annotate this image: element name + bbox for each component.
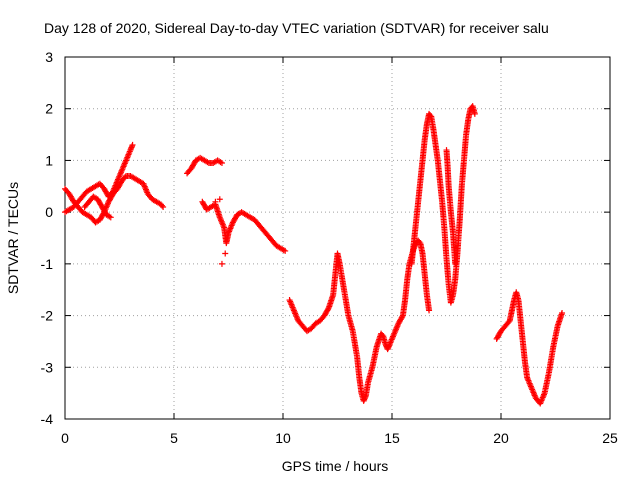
data-point <box>222 250 229 257</box>
y-tick-label: -3 <box>41 359 54 375</box>
x-tick-label: 0 <box>61 430 69 446</box>
data-points <box>62 103 566 407</box>
series-sdtvar-track-a <box>62 172 167 226</box>
axis-ticks <box>64 56 611 420</box>
series-sdtvar-track-g <box>408 103 478 306</box>
data-point <box>216 196 223 203</box>
y-tick-label: -4 <box>41 411 54 427</box>
plot-frame <box>64 56 611 420</box>
y-tick-label: 3 <box>45 49 53 65</box>
data-point <box>212 198 219 205</box>
data-point <box>426 307 433 314</box>
series-sdtvar-track-c <box>81 193 114 221</box>
data-point <box>218 260 225 267</box>
data-point <box>160 203 167 210</box>
y-tick-label: 0 <box>45 204 53 220</box>
y-tick-label: -1 <box>41 256 54 272</box>
data-point <box>452 260 459 267</box>
series-sdtvar-track-d <box>184 154 225 177</box>
x-tick-label: 10 <box>275 430 291 446</box>
x-tick-label: 5 <box>170 430 178 446</box>
series-sdtvar-outliers <box>212 196 229 267</box>
y-tick-label: -2 <box>41 308 54 324</box>
x-tick-label: 20 <box>493 430 509 446</box>
x-tick-label: 15 <box>384 430 400 446</box>
series-sdtvar-track-b <box>62 141 136 216</box>
data-point <box>559 309 566 316</box>
data-point <box>107 214 114 221</box>
data-point <box>159 202 166 209</box>
x-tick-labels: 0 5 10 15 20 25 <box>61 430 618 446</box>
series-sdtvar-track-e <box>199 198 289 254</box>
data-point <box>282 247 289 254</box>
data-point <box>218 160 225 167</box>
y-tick-labels: -4 -3 -2 -1 0 1 2 3 <box>41 49 54 427</box>
data-point <box>325 306 332 313</box>
data-point <box>129 141 136 148</box>
data-point <box>471 110 478 117</box>
series-sdtvar-track-i <box>493 289 566 407</box>
chart-title: Day 128 of 2020, Sidereal Day-to-day VTE… <box>44 20 549 36</box>
x-axis-title: GPS time / hours <box>282 458 389 474</box>
x-tick-label: 25 <box>602 430 618 446</box>
y-axis-title: SDTVAR / TECUs <box>5 182 21 294</box>
y-tick-label: 2 <box>45 101 53 117</box>
data-point <box>427 112 434 119</box>
data-point <box>399 313 406 320</box>
series-sdtvar-track-h <box>443 147 459 267</box>
y-tick-label: 1 <box>45 152 53 168</box>
